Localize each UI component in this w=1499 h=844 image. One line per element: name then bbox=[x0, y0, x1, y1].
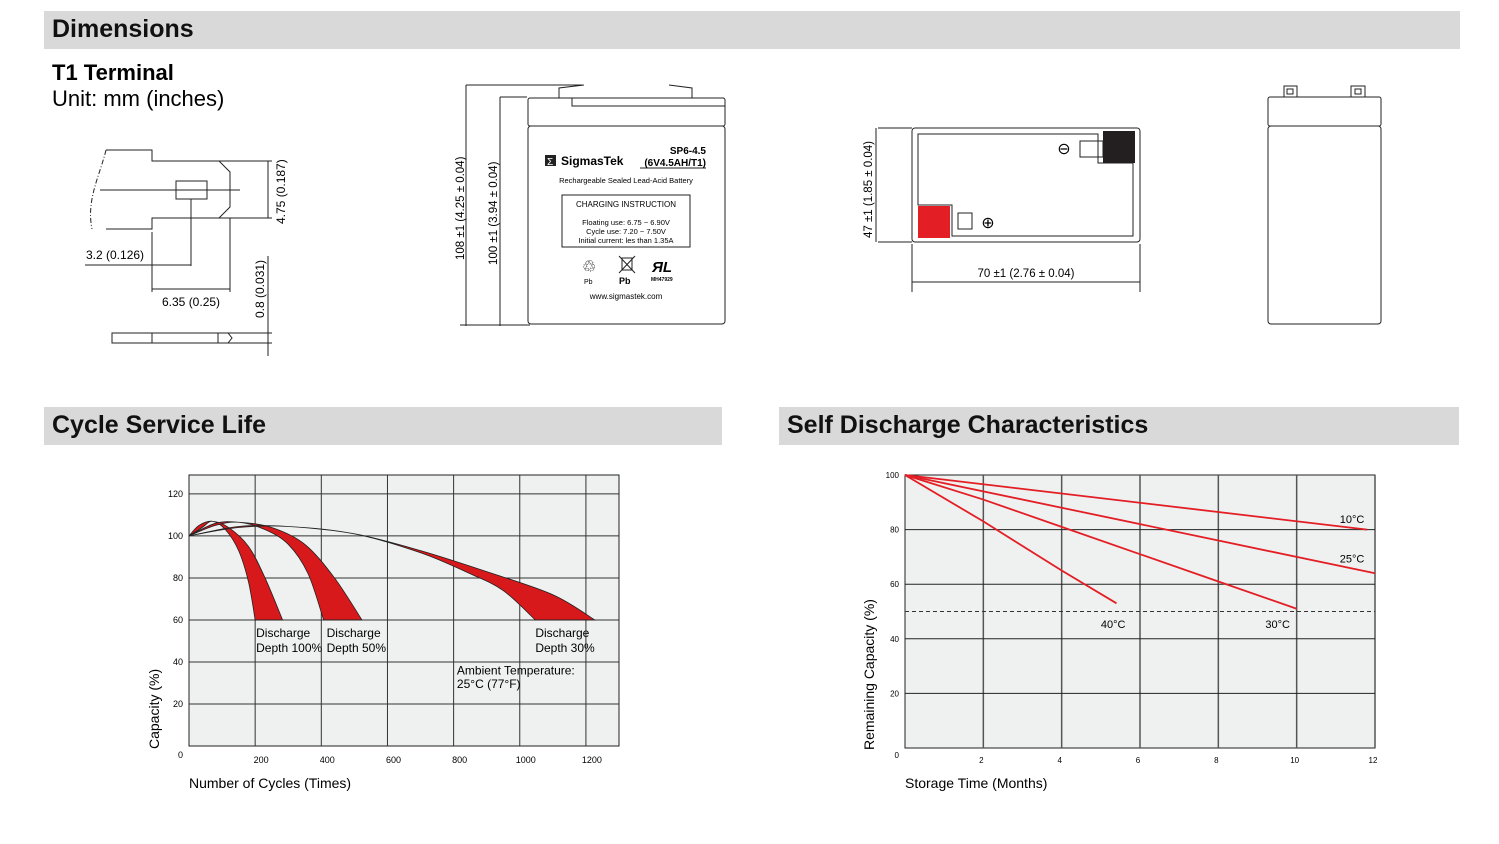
pb-label: Pb bbox=[584, 279, 593, 286]
x-tick-label: 12 bbox=[1369, 756, 1378, 765]
series-line-3 bbox=[904, 474, 1117, 605]
series-label: Depth 30% bbox=[535, 641, 595, 655]
series-label: 30°C bbox=[1265, 619, 1290, 631]
series-line-1 bbox=[904, 474, 1376, 575]
dim-thickness: 0.8 (0.031) bbox=[253, 260, 267, 318]
series-line-0 bbox=[904, 474, 1368, 531]
x-tick-label: 400 bbox=[320, 755, 335, 765]
ul-code: MH47929 bbox=[651, 277, 673, 283]
section-title: Cycle Service Life bbox=[52, 411, 267, 439]
y-tick-label: 80 bbox=[890, 526, 899, 535]
section-title: Self Discharge Characteristics bbox=[787, 411, 1149, 439]
x-tick-label: 2 bbox=[979, 756, 984, 765]
series-label: 10°C bbox=[1340, 514, 1365, 526]
series-label: Discharge bbox=[327, 626, 381, 640]
battery-top-drawing bbox=[875, 127, 1141, 292]
series-line-2 bbox=[904, 474, 1297, 610]
dim-case-height: 100 ±1 (3.94 ± 0.04) bbox=[488, 161, 500, 265]
section-header-cycle-life: Cycle Service Life bbox=[44, 407, 722, 445]
cycle-use: Cycle use: 7.20 ~ 7.50V bbox=[586, 227, 666, 236]
y-tick-label: 0 bbox=[178, 750, 183, 760]
x-tick-label: 1000 bbox=[516, 755, 536, 765]
pb-label: Pb bbox=[619, 276, 631, 286]
y-tick-label: 60 bbox=[173, 615, 183, 625]
description: Rechargeable Sealed Lead-Acid Battery bbox=[559, 176, 693, 185]
dim-length: 70 ±1 (2.76 ± 0.04) bbox=[977, 268, 1074, 280]
ul-logo-icon: ЯL bbox=[651, 259, 672, 276]
series-label: 40°C bbox=[1101, 619, 1126, 631]
y-tick-label: 100 bbox=[168, 531, 183, 541]
y-tick-label: 0 bbox=[895, 751, 900, 760]
x-axis-label: Number of Cycles (Times) bbox=[189, 775, 351, 791]
y-tick-label: 120 bbox=[168, 489, 183, 499]
floating-use: Floating use: 6.75 ~ 6.90V bbox=[582, 218, 670, 227]
x-tick-label: 6 bbox=[1136, 756, 1141, 765]
negative-icon: ⊖ bbox=[1057, 141, 1070, 158]
y-axis-label: Capacity (%) bbox=[146, 669, 162, 749]
series-label: Discharge bbox=[535, 626, 589, 640]
initial-current: Initial current: les than 1.35A bbox=[578, 236, 673, 245]
dimension-drawings: 3.2 (0.126) 6.35 (0.25) 4.75 (0.187) 0.8… bbox=[85, 84, 1382, 356]
dim-hole: 3.2 (0.126) bbox=[86, 248, 144, 262]
self-discharge-chart: 2 4 6 8 10 12 0 20 40 60 80 100 10°C 25°C 30°C 40°C Stor… bbox=[861, 471, 1378, 791]
y-tick-label: 20 bbox=[890, 689, 899, 698]
x-tick-label: 8 bbox=[1214, 756, 1219, 765]
recycle-icon: ♲ bbox=[582, 259, 596, 276]
website: www.sigmastek.com bbox=[589, 292, 663, 301]
annotation: Ambient Temperature: bbox=[457, 664, 575, 678]
discharge-band-1 bbox=[188, 521, 363, 621]
sigma-glyph: Σ bbox=[547, 157, 553, 168]
terminal-drawing bbox=[85, 149, 272, 356]
series-label: Depth 100% bbox=[256, 641, 322, 655]
dim-height: 4.75 (0.187) bbox=[274, 159, 288, 224]
section-header-dimensions: Dimensions bbox=[44, 11, 1460, 49]
sigma-logo-icon bbox=[545, 155, 556, 166]
spec: (6V4.5AH/T1) bbox=[644, 158, 706, 169]
brand-name: SigmasTek bbox=[561, 154, 624, 168]
negative-terminal bbox=[1103, 131, 1135, 163]
x-tick-label: 800 bbox=[452, 755, 467, 765]
unit-label: Unit: mm (inches) bbox=[52, 86, 225, 111]
x-tick-label: 4 bbox=[1057, 756, 1062, 765]
positive-terminal bbox=[918, 206, 950, 238]
series-label: Depth 50% bbox=[327, 641, 387, 655]
y-tick-label: 60 bbox=[890, 580, 899, 589]
cycle-life-chart: 200 400 600 800 1000 1200 0 20 40 60 80 100 120 Disch… bbox=[146, 474, 620, 791]
y-tick-label: 40 bbox=[173, 657, 183, 667]
charging-title: CHARGING INSTRUCTION bbox=[576, 200, 676, 209]
series-label: Discharge bbox=[256, 626, 310, 640]
x-tick-label: 10 bbox=[1290, 756, 1299, 765]
positive-icon: ⊕ bbox=[981, 215, 994, 232]
y-tick-label: 100 bbox=[886, 471, 900, 480]
discharge-band-0 bbox=[188, 520, 284, 621]
section-header-self-discharge: Self Discharge Characteristics bbox=[779, 407, 1459, 445]
y-axis-label: Remaining Capacity (%) bbox=[861, 599, 877, 750]
x-axis-label: Storage Time (Months) bbox=[905, 775, 1047, 791]
discharge-band-2 bbox=[188, 525, 597, 621]
x-tick-label: 200 bbox=[254, 755, 269, 765]
dim-width: 6.35 (0.25) bbox=[162, 295, 220, 309]
x-tick-label: 1200 bbox=[582, 755, 602, 765]
x-tick-label: 600 bbox=[386, 755, 401, 765]
crossed-bin-icon bbox=[618, 255, 636, 274]
y-tick-label: 20 bbox=[173, 699, 183, 709]
model: SP6-4.5 bbox=[670, 146, 707, 157]
series-label: 25°C bbox=[1340, 553, 1365, 565]
y-tick-label: 40 bbox=[890, 635, 899, 644]
y-tick-label: 80 bbox=[173, 573, 183, 583]
dim-depth: 47 ±1 (1.85 ± 0.04) bbox=[863, 141, 875, 238]
dim-total-height: 108 ±1 (4.25 ± 0.04) bbox=[455, 156, 467, 260]
battery-front-drawing bbox=[460, 84, 726, 326]
annotation: 25°C (77°F) bbox=[457, 677, 521, 691]
terminal-title: T1 Terminal bbox=[52, 60, 174, 85]
section-title: Dimensions bbox=[52, 15, 194, 43]
battery-side-drawing bbox=[1267, 85, 1382, 325]
